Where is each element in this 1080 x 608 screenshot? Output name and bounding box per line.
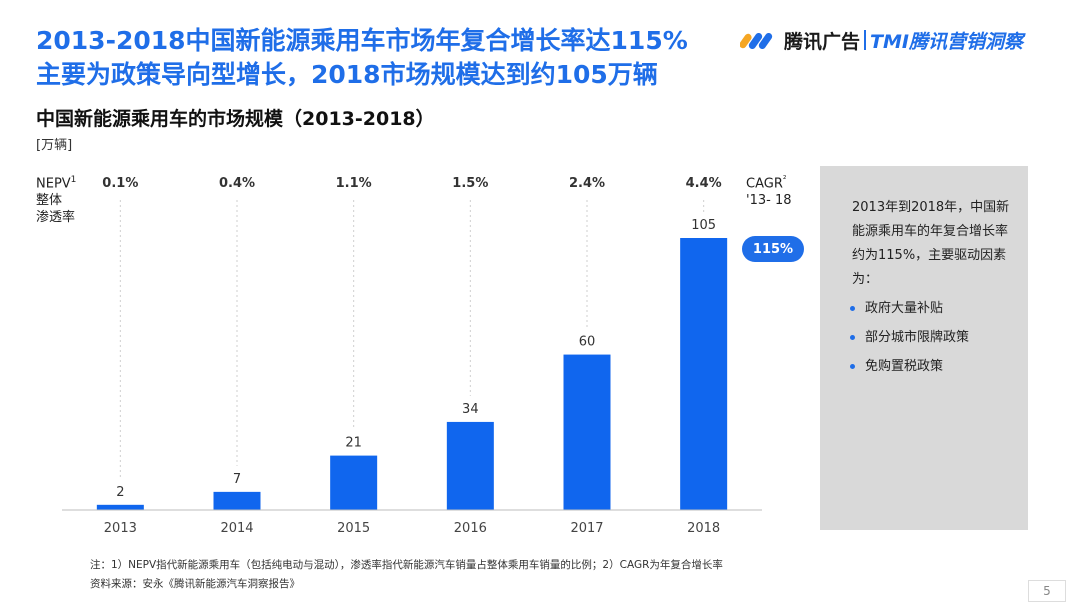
- brand-divider: [864, 30, 867, 50]
- penetration-value: 4.4%: [686, 176, 722, 191]
- x-tick-label: 2013: [104, 521, 137, 536]
- bar-chart: 0.1% 2 2013 0.4% 7 2014 1.1% 21 2015 1.5% 34 2016 2.…: [62, 176, 762, 536]
- tencent-ads-logo-icon: [740, 32, 773, 50]
- driver-item: 免购置税政策: [850, 352, 969, 381]
- bar: [213, 491, 261, 510]
- page-number: 5: [1028, 580, 1066, 602]
- penetration-label-line-1: NEPV: [36, 176, 71, 192]
- bullet-icon: [850, 306, 855, 311]
- data-label: 34: [462, 402, 479, 417]
- penetration-value: 0.4%: [219, 176, 255, 191]
- penetration-value: 1.5%: [452, 176, 488, 191]
- footnote-line-1: 注：1）NEPV指代新能源乘用车（包括纯电动与混动），渗透率指代新能源汽车销量占…: [90, 559, 723, 571]
- source-line: 资料来源：安永《腾讯新能源汽车洞察报告》: [90, 578, 300, 590]
- data-label: 60: [579, 335, 596, 350]
- brand-name: 腾讯广告: [784, 30, 861, 53]
- headline-line-2: 主要为政策导向型增长，2018市场规模达到约105万辆: [36, 60, 658, 89]
- chart-unit: [万辆]: [36, 138, 73, 153]
- side-panel-text: 2013年到2018年，中国新能源乘用车的年复合增长率约为115%，主要驱动因素…: [852, 200, 1010, 287]
- driver-item-label: 政府大量补贴: [865, 301, 944, 316]
- bullet-icon: [850, 364, 855, 369]
- bar: [330, 455, 378, 510]
- chart-title: 中国新能源乘用车的市场规模（2013-2018）: [36, 108, 435, 130]
- bullet-icon: [850, 335, 855, 340]
- data-label: 7: [233, 472, 241, 487]
- bar: [680, 238, 728, 510]
- x-tick-label: 2016: [454, 521, 487, 536]
- x-tick-label: 2014: [220, 521, 253, 536]
- penetration-footnote-mark: 1: [70, 175, 77, 185]
- data-label: 2: [116, 485, 124, 500]
- bar: [96, 504, 144, 510]
- footnotes: 注：1）NEPV指代新能源乘用车（包括纯电动与混动），渗透率指代新能源汽车销量占…: [90, 556, 723, 594]
- bar: [446, 421, 494, 510]
- penetration-value: 2.4%: [569, 176, 605, 191]
- cagr-footnote-mark: ²: [782, 175, 787, 185]
- data-label: 21: [345, 436, 362, 451]
- cagr-badge: 115%: [742, 236, 804, 262]
- headline-line-1: 2013-2018中国新能源乘用车市场年复合增长率达115%: [36, 26, 688, 55]
- driver-item-label: 免购置税政策: [865, 359, 944, 374]
- driver-item-label: 部分城市限牌政策: [865, 330, 970, 345]
- data-label: 105: [691, 218, 716, 233]
- headline: 2013-2018中国新能源乘用车市场年复合增长率达115% 主要为政策导向型增…: [36, 24, 688, 92]
- side-panel: 2013年到2018年，中国新能源乘用车的年复合增长率约为115%，主要驱动因素…: [820, 166, 1028, 530]
- brand-subtitle: TMI腾讯营销洞察: [870, 30, 1023, 53]
- cagr-label-line-2: '13- 18: [746, 193, 792, 209]
- penetration-label-line-3: 渗透率: [36, 210, 76, 226]
- penetration-value: 1.1%: [336, 176, 372, 191]
- bar: [563, 354, 611, 510]
- x-tick-label: 2018: [687, 521, 720, 536]
- driver-item: 政府大量补贴: [850, 294, 969, 323]
- brand-logo: 腾讯广告 TMI腾讯营销洞察: [740, 24, 1023, 56]
- driver-list: 政府大量补贴 部分城市限牌政策 免购置税政策: [850, 294, 969, 381]
- x-tick-label: 2015: [337, 521, 370, 536]
- cagr-label: CAGR² '13- 18: [746, 172, 791, 209]
- x-tick-label: 2017: [570, 521, 603, 536]
- cagr-label-line-1: CAGR: [746, 176, 783, 192]
- penetration-value: 0.1%: [102, 176, 138, 191]
- penetration-label: NEPV1 整体 渗透率: [36, 172, 76, 226]
- penetration-label-line-2: 整体: [36, 193, 63, 209]
- driver-item: 部分城市限牌政策: [850, 323, 969, 352]
